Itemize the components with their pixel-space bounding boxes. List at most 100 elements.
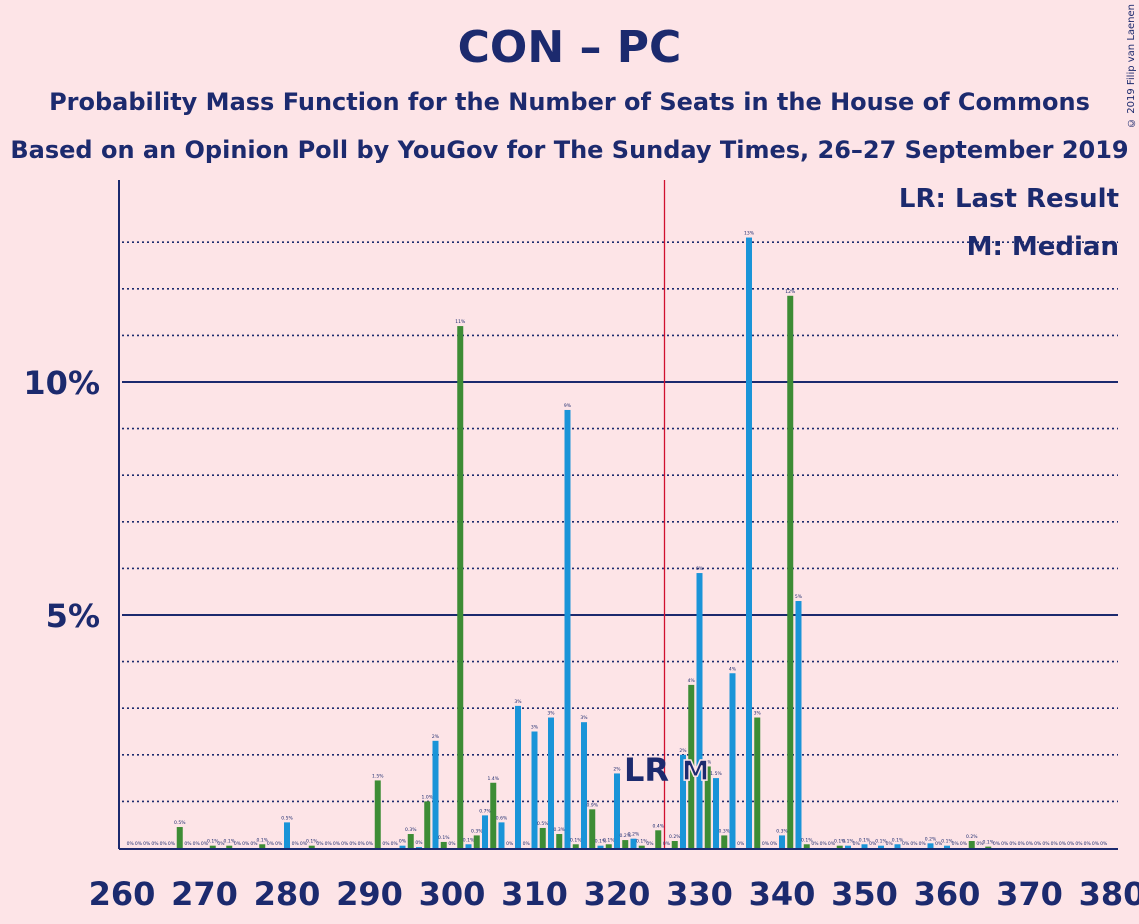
data-label-352: 0.1% <box>875 839 887 845</box>
bar-358 <box>927 843 934 848</box>
bar-318 <box>597 845 604 848</box>
data-label-289: 0% <box>358 841 366 847</box>
data-label-315: 0.1% <box>570 837 582 843</box>
chart-source: Based on an Opinion Poll by YouGov for T… <box>10 136 1129 164</box>
x-tick-label: 270 <box>171 875 238 913</box>
data-label-367: 0% <box>1001 841 1009 847</box>
data-label-365: 0.1% <box>983 840 995 846</box>
y-tick-label: 10% <box>23 364 100 402</box>
data-label-344: 0% <box>811 841 819 847</box>
data-label-278: 0% <box>267 841 275 847</box>
bar-291 <box>374 780 381 848</box>
data-label-273: 0.1% <box>224 839 236 845</box>
bar-363 <box>968 841 975 848</box>
bar-295 <box>407 834 414 848</box>
data-label-300: 0% <box>448 841 456 847</box>
data-label-345: 0% <box>820 841 828 847</box>
data-label-320: 2% <box>613 766 621 772</box>
legend-median: M: Median <box>966 232 1119 262</box>
bar-331 <box>704 766 711 848</box>
data-label-303: 0.3% <box>471 828 483 834</box>
data-label-316: 3% <box>580 715 588 721</box>
bar-328 <box>680 754 686 848</box>
bar-302 <box>465 844 472 848</box>
data-label-325: 0.4% <box>653 823 665 829</box>
data-label-271: 0.1% <box>207 839 219 845</box>
median-marker: M <box>682 754 710 787</box>
bar-348 <box>845 845 851 848</box>
data-label-277: 0.1% <box>257 837 269 843</box>
data-label-261: 0% <box>127 841 135 847</box>
data-label-274: 0% <box>234 841 242 847</box>
x-tick-label: 300 <box>419 875 486 913</box>
data-label-276: 0% <box>250 841 258 847</box>
bar-342 <box>795 601 802 848</box>
data-label-270: 0% <box>201 841 209 847</box>
data-label-318: 0.1% <box>595 839 607 845</box>
bar-329 <box>688 684 695 848</box>
data-label-373: 0% <box>1051 841 1059 847</box>
bar-315 <box>572 844 579 848</box>
data-label-298: 2% <box>432 734 440 740</box>
x-tick-label: 280 <box>254 875 321 913</box>
data-label-356: 0% <box>910 841 918 847</box>
data-label-281: 0% <box>292 841 300 847</box>
data-label-366: 0% <box>993 841 1001 847</box>
bar-317 <box>589 809 596 848</box>
data-label-306: 0.6% <box>496 815 508 821</box>
data-label-340: 0.3% <box>776 828 788 834</box>
bar-299 <box>440 841 447 848</box>
bar-322 <box>630 838 637 848</box>
data-label-347: 0.1% <box>834 839 846 845</box>
bar-320 <box>614 773 620 848</box>
data-label-267: 0.5% <box>174 820 186 826</box>
x-tick-label: 340 <box>749 875 816 913</box>
data-label-364: 0% <box>976 841 984 847</box>
data-label-360: 0.1% <box>941 839 953 845</box>
data-label-280: 0.5% <box>281 815 293 821</box>
chart-subtitle: Probability Mass Function for the Number… <box>49 88 1090 116</box>
bar-303 <box>473 835 480 848</box>
data-label-363: 0.2% <box>966 834 978 840</box>
data-label-338: 0% <box>762 841 770 847</box>
x-tick-label: 330 <box>666 875 733 913</box>
last-result-marker: LR <box>624 751 669 789</box>
data-label-357: 0% <box>919 841 927 847</box>
data-label-329: 4% <box>688 678 696 684</box>
data-label-317: 0.9% <box>587 802 599 808</box>
data-label-378: 0% <box>1092 841 1100 847</box>
data-label-371: 0% <box>1034 841 1042 847</box>
bar-314 <box>564 409 571 848</box>
data-label-288: 0% <box>349 841 357 847</box>
data-label-279: 0% <box>275 841 283 847</box>
data-label-332: 1.5% <box>710 771 722 777</box>
bar-280 <box>284 822 290 848</box>
bar-340 <box>779 835 785 848</box>
bar-297 <box>424 801 431 848</box>
data-label-284: 0% <box>316 841 324 847</box>
bar-310 <box>531 731 538 848</box>
data-label-297: 1.0% <box>422 794 434 800</box>
data-label-355: 0% <box>902 841 910 847</box>
data-label-263: 0% <box>143 841 151 847</box>
data-label-376: 0% <box>1075 841 1083 847</box>
data-label-283: 0.1% <box>306 839 318 845</box>
legend-last-result: LR: Last Result <box>898 184 1119 214</box>
data-label-294: 0% <box>399 839 407 845</box>
bar-354 <box>894 844 901 848</box>
bar-343 <box>803 844 810 848</box>
data-label-362: 0% <box>960 841 968 847</box>
chart-title: CON – PC <box>457 22 682 73</box>
bar-308 <box>515 705 521 848</box>
data-label-351: 0% <box>869 841 877 847</box>
data-label-342: 5% <box>795 594 803 600</box>
y-tick-label: 5% <box>46 597 100 635</box>
data-label-343: 0.1% <box>801 837 813 843</box>
data-label-282: 0% <box>300 841 308 847</box>
data-label-310: 3% <box>531 725 539 731</box>
data-label-374: 0% <box>1059 841 1067 847</box>
data-label-326: 0% <box>663 841 671 847</box>
data-label-302: 0.1% <box>463 837 475 843</box>
data-label-275: 0% <box>242 841 250 847</box>
x-tick-label: 310 <box>501 875 568 913</box>
